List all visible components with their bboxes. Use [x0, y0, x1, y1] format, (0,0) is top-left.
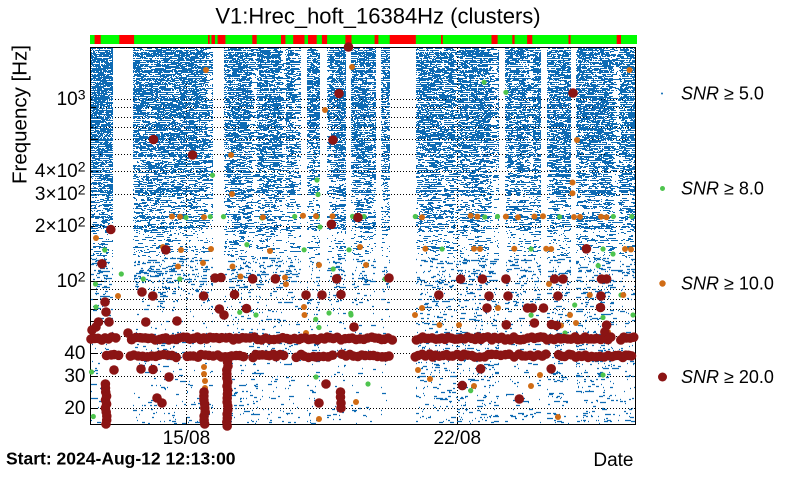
svg-text:40: 40	[64, 343, 85, 364]
svg-text:22/08: 22/08	[434, 428, 482, 449]
svg-text:30: 30	[64, 366, 85, 387]
svg-text:Date: Date	[593, 450, 633, 471]
svg-text:Frequency [Hz]: Frequency [Hz]	[9, 45, 32, 184]
svg-text:20: 20	[64, 398, 85, 419]
svg-text:15/08: 15/08	[163, 428, 211, 449]
svg-text:SNR ≥ 20.0: SNR ≥ 20.0	[681, 367, 774, 387]
svg-text:4×102: 4×102	[35, 159, 86, 183]
svg-text:SNR ≥ 10.0: SNR ≥ 10.0	[681, 274, 774, 294]
svg-text:SNR ≥ 8.0: SNR ≥ 8.0	[681, 179, 764, 199]
svg-text:3×102: 3×102	[35, 182, 86, 206]
svg-text:2×102: 2×102	[35, 214, 86, 238]
svg-text:Start: 2024-Aug-12 12:13:00: Start: 2024-Aug-12 12:13:00	[6, 449, 236, 469]
svg-text:V1:Hrec_hoft_16384Hz (clusters: V1:Hrec_hoft_16384Hz (clusters)	[215, 4, 540, 29]
svg-text:SNR ≥ 5.0: SNR ≥ 5.0	[681, 84, 764, 104]
